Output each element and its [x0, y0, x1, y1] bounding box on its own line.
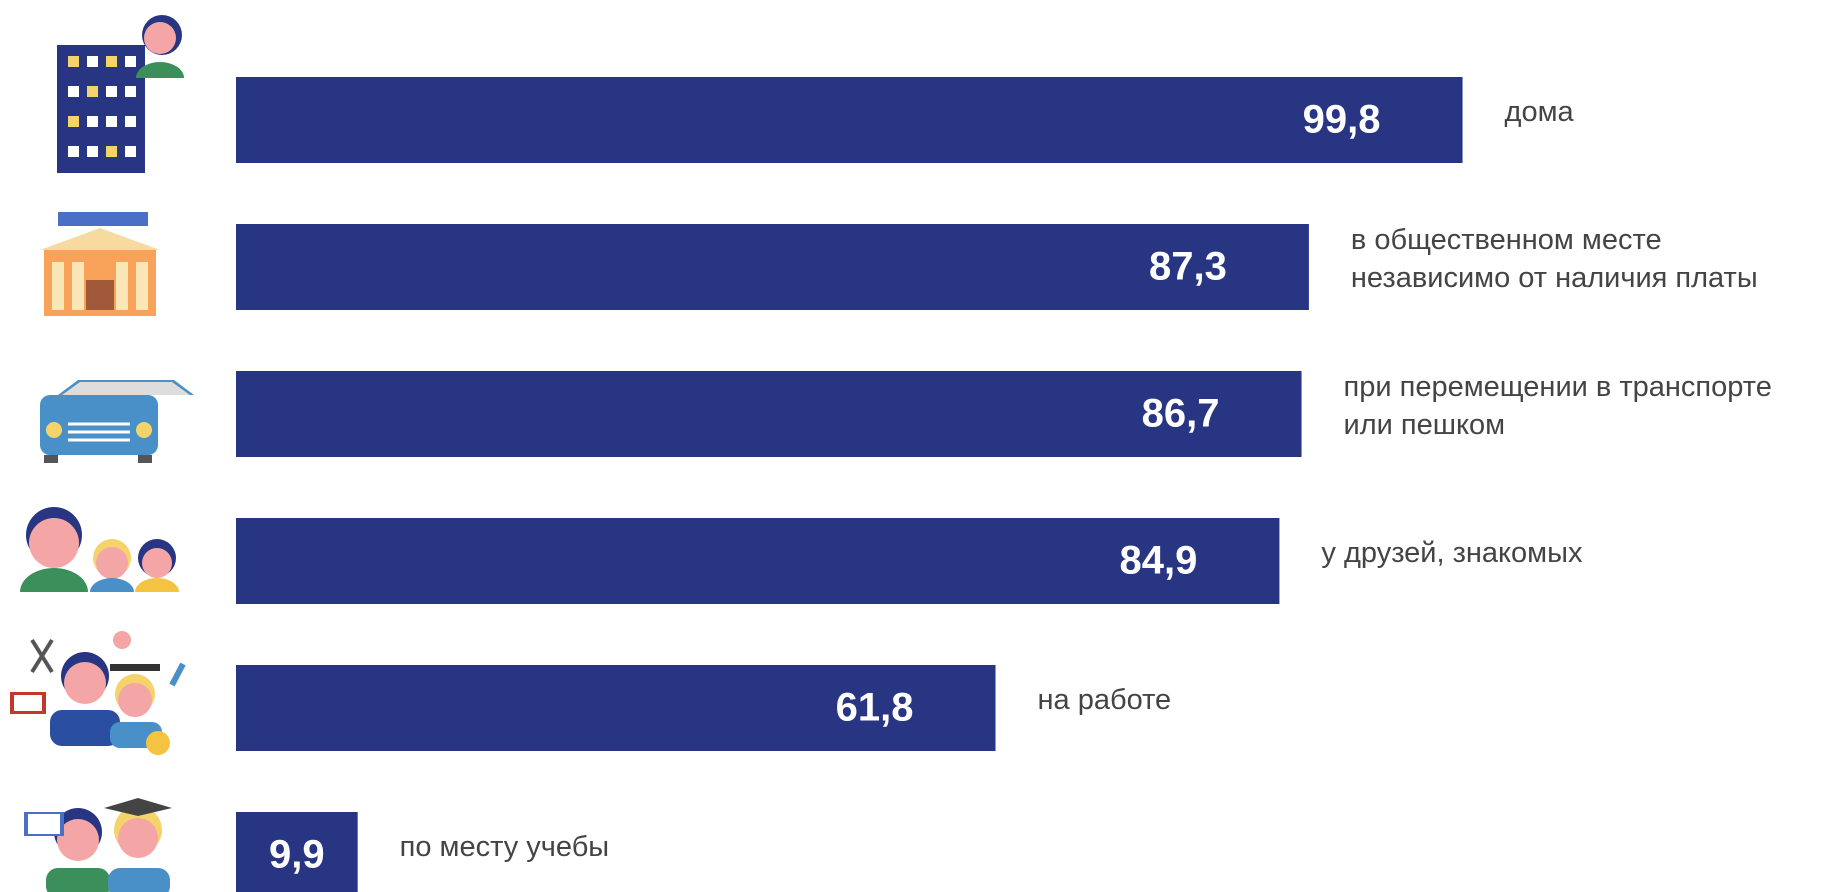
value-label: 84,9 — [1120, 539, 1198, 583]
bar — [236, 224, 1309, 310]
bar — [236, 371, 1302, 457]
bar — [236, 665, 996, 751]
icon-building — [57, 15, 184, 173]
bar — [236, 518, 1280, 604]
icon-friends — [20, 507, 179, 592]
icon-students — [24, 798, 172, 892]
value-label: 99,8 — [1303, 98, 1381, 142]
category-label: по месту учебы — [399, 831, 610, 863]
icon-workers — [10, 631, 186, 755]
value-label: 9,9 — [269, 833, 325, 877]
icon-car — [40, 380, 194, 463]
value-label: 86,7 — [1142, 392, 1220, 436]
category-label: на работе — [1037, 684, 1172, 716]
value-label: 87,3 — [1149, 245, 1227, 289]
category-label: у друзей, знакомых — [1321, 537, 1583, 569]
value-label: 61,8 — [836, 686, 914, 730]
icon-museum — [40, 212, 160, 316]
category-label: в общественном месте независимо от налич… — [1350, 224, 1758, 294]
bar — [236, 77, 1463, 163]
bar — [236, 812, 358, 892]
category-label: дома — [1504, 96, 1574, 128]
category-label: при перемещении в транспорте или пешком — [1343, 371, 1772, 441]
